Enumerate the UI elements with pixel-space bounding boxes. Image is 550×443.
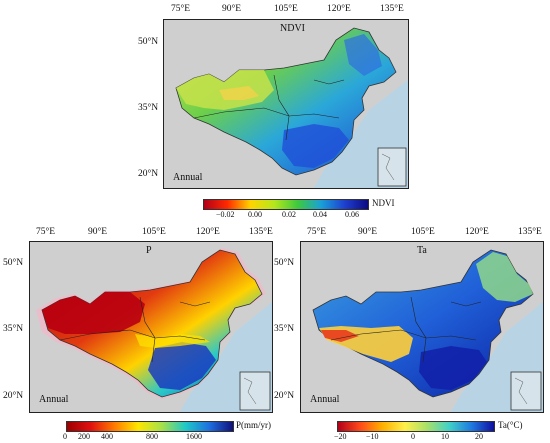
p-map-drawing [36,248,272,412]
ta-lat-tick: 50°N [274,258,295,268]
northeast-cool [476,252,533,302]
p-colorbar-tick: 400 [101,432,113,441]
p-lon-tick: 135°E [249,227,273,237]
southeast-forest [282,124,349,168]
region-boundary [59,296,211,363]
ndvi-title: NDVI [280,23,305,34]
p-lon-tick: 90°E [88,227,108,237]
p-lat-tick: 50°N [3,258,24,268]
ta-map-drawing [312,249,543,412]
warm-south [419,346,487,390]
ndvi-lon-tick: 90°E [222,4,242,14]
ndvi-lon-tick: 135°E [380,4,404,14]
south-china-sea-inset [510,371,542,411]
region-boundary [330,296,482,363]
p-colorbar-tick: 0 [63,432,67,441]
p-map: P Annual [29,241,273,413]
ndvi-season-label: Annual [173,172,203,183]
ndvi-colorbar-tick: 0.00 [248,210,262,219]
ndvi-colorbar [203,199,369,210]
ndvi-colorbar-tick: 0.06 [345,210,359,219]
ndvi-lat-tick: 35°N [138,103,159,113]
desert-core [219,86,259,100]
ta-lon-tick: 120°E [465,227,489,237]
ndvi-map: NDVI Annual [163,19,409,189]
p-season-label: Annual [39,394,69,405]
ta-colorbar [337,421,495,432]
ta-colorbar-unit: Ta(°C) [498,420,523,430]
ndvi-lat-tick: 50°N [138,37,159,47]
northeast-forest [344,34,382,76]
ta-season-label: Annual [310,394,340,405]
ndvi-lon-tick: 75°E [171,4,191,14]
ta-title: Ta [417,245,427,256]
ndvi-colorbar-tick: 0.02 [282,210,296,219]
ndvi-lon-tick: 120°E [327,4,351,14]
arid-northwest [42,292,145,334]
ndvi-colorbar-tick: 0.04 [313,210,327,219]
ndvi-lat-tick: 20°N [138,169,159,179]
ndvi-map-drawing [175,27,408,188]
ta-lon-tick: 90°E [358,227,378,237]
ta-colorbar-tick: 0 [411,432,415,441]
p-colorbar-tick: 1600 [186,432,202,441]
p-title: P [146,245,152,256]
region-boundary [193,74,345,141]
ndvi-colorbar-tick: −0.02 [216,210,235,219]
p-lon-tick: 120°E [196,227,220,237]
ndvi-lon-tick: 105°E [274,4,298,14]
p-colorbar-tick: 200 [78,432,90,441]
ta-lon-tick: 105°E [411,227,435,237]
ta-lat-tick: 20°N [274,391,295,401]
ndvi-colorbar-unit: NDVI [372,198,395,208]
p-lon-tick: 105°E [142,227,166,237]
ta-map: Ta Annual [300,241,544,413]
p-lon-tick: 75°E [36,227,56,237]
p-lat-tick: 20°N [3,391,24,401]
humid-southeast [148,342,216,390]
p-colorbar-tick: 800 [146,432,158,441]
p-lat-tick: 35°N [3,324,24,334]
south-china-sea-inset [377,147,407,187]
south-china-sea-inset [239,371,271,411]
ta-lon-tick: 75°E [307,227,327,237]
ta-lon-tick: 135°E [518,227,542,237]
ta-colorbar-tick: −20 [334,432,347,441]
plateau-cold-core [321,330,359,342]
ta-colorbar-tick: 10 [441,432,449,441]
ta-colorbar-tick: 20 [475,432,483,441]
ta-colorbar-tick: −10 [366,432,379,441]
p-colorbar [66,421,234,432]
ta-lat-tick: 35°N [274,324,295,334]
p-colorbar-unit: P(mm/yr) [236,420,271,430]
